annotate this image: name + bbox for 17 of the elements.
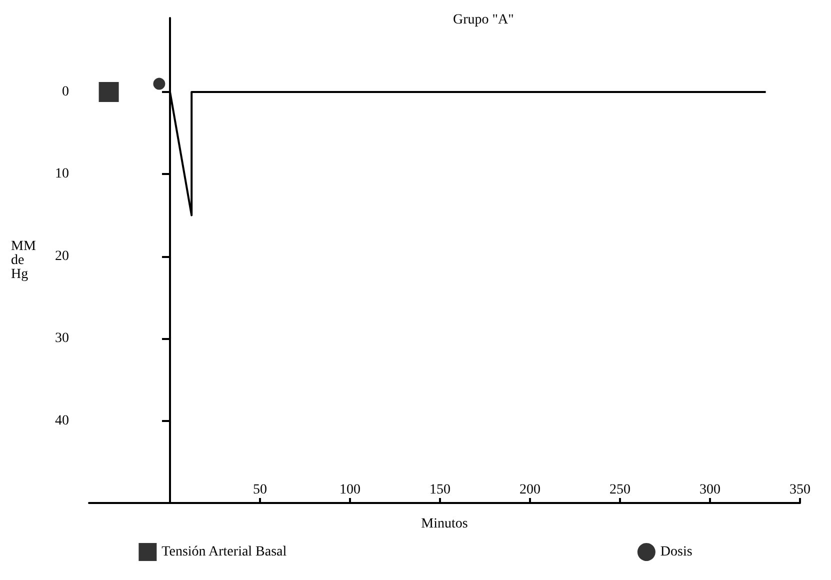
y-axis-title: MM de Hg — [11, 239, 36, 282]
x-axis-title: Minutos — [421, 516, 468, 532]
x-tick-label: 50 — [253, 482, 267, 498]
x-tick-label: 250 — [610, 482, 630, 498]
x-tick-label: 150 — [430, 482, 450, 498]
y-tick-label: 10 — [55, 166, 69, 182]
y-tick-label: 30 — [55, 331, 69, 346]
y-tick-label: 40 — [55, 413, 69, 428]
chart-title: Grupo "A" — [453, 12, 514, 28]
y-tick-label: 20 — [55, 248, 69, 264]
x-tick-label: 200 — [520, 482, 540, 498]
legend-label: Dosis — [660, 544, 692, 560]
y-tick-label: 0 — [62, 84, 69, 100]
x-tick-label: 300 — [700, 482, 720, 498]
x-tick-label: 100 — [340, 482, 360, 498]
legend-label: Tensión Arterial Basal — [162, 544, 287, 560]
x-tick-label: 350 — [790, 482, 810, 498]
